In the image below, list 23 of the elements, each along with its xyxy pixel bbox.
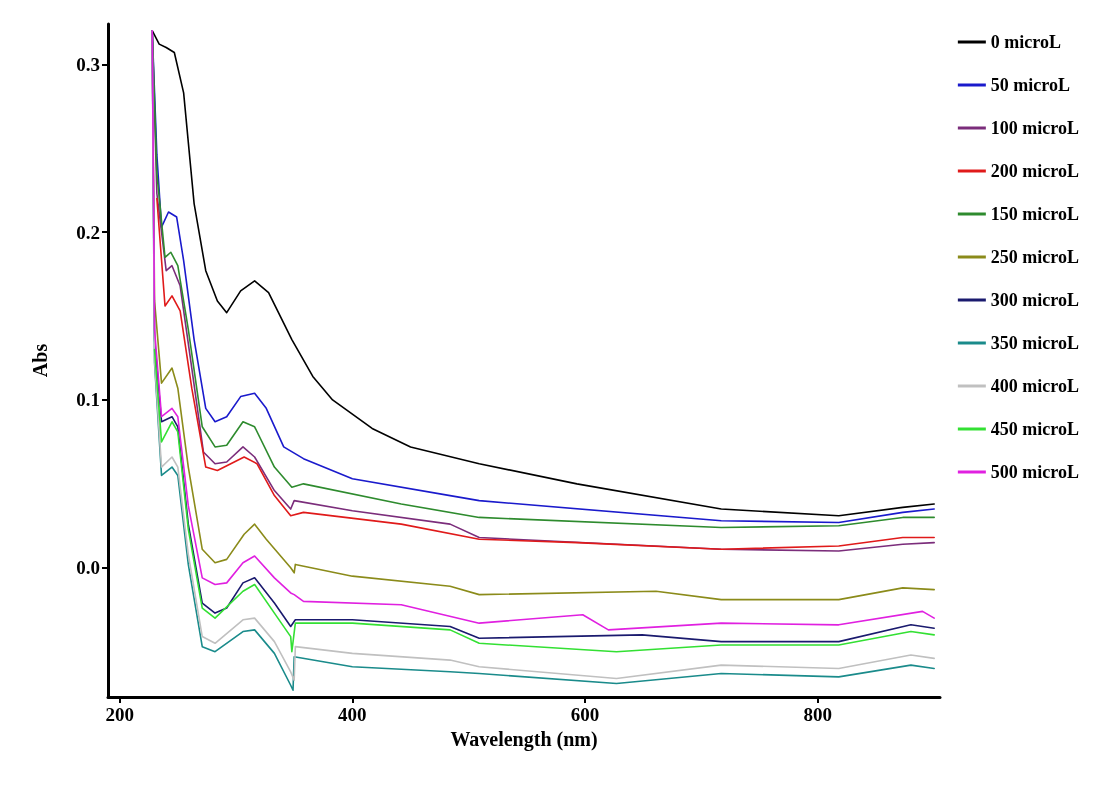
y-tick-label: 0.2 bbox=[76, 221, 100, 243]
legend-label: 50 microL bbox=[990, 75, 1070, 95]
legend-label: 300 microL bbox=[990, 290, 1079, 310]
legend-label: 500 microL bbox=[990, 462, 1079, 482]
y-tick-label: 0.1 bbox=[76, 389, 100, 411]
y-tick-label: 0.0 bbox=[76, 557, 100, 579]
x-tick-label: 800 bbox=[803, 704, 833, 725]
line-series bbox=[156, 197, 935, 551]
x-tick-label: 600 bbox=[570, 704, 600, 725]
legend-label: 150 microL bbox=[990, 204, 1079, 224]
legend-label: 100 microL bbox=[990, 118, 1079, 138]
legend-label: 350 microL bbox=[990, 333, 1079, 353]
x-axis-title: Wavelength (nm) bbox=[450, 728, 598, 751]
x-tick-label: 400 bbox=[338, 704, 367, 725]
legend-label: 400 microL bbox=[990, 376, 1079, 396]
x-tick-label: 200 bbox=[105, 704, 134, 725]
y-axis-title: Abs bbox=[29, 343, 51, 378]
legend-label: 450 microL bbox=[990, 419, 1079, 439]
line-series bbox=[153, 348, 935, 653]
legend-label: 0 microL bbox=[990, 32, 1061, 52]
legend-label: 200 microL bbox=[990, 161, 1079, 181]
legend-label: 250 microL bbox=[990, 247, 1079, 267]
y-tick-label: 0.3 bbox=[76, 53, 100, 75]
